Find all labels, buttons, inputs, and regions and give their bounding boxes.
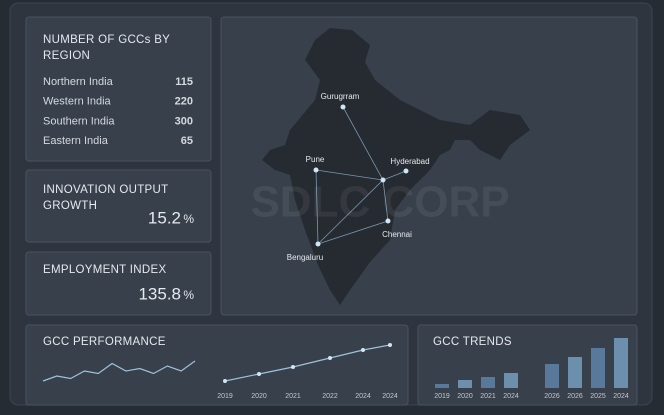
- x-label: 2019: [217, 393, 233, 400]
- trend-point: [257, 372, 261, 376]
- bar: [591, 348, 605, 388]
- card-title: EMPLOYMENT INDEX: [43, 264, 166, 276]
- region-value: 220: [175, 96, 193, 108]
- bar: [458, 380, 472, 388]
- performance-card: [25, 324, 409, 406]
- city-label: Bengaluru: [287, 253, 323, 262]
- x-label: 2021: [285, 393, 301, 400]
- region-value: 65: [181, 135, 193, 147]
- x-label: 2024: [613, 393, 629, 400]
- sparkline: [42, 360, 196, 382]
- card-title: REGION: [43, 50, 90, 62]
- trend-line: [224, 344, 391, 382]
- city-dots: [313, 104, 409, 247]
- trend-point: [361, 348, 365, 352]
- x-label: 2024: [382, 393, 398, 400]
- india-map: [262, 28, 530, 305]
- metric-value: 15.2: [148, 208, 181, 227]
- metric-value: 135.8: [138, 284, 181, 303]
- trends-card: [417, 324, 638, 406]
- region-name: Eastern India: [43, 135, 109, 147]
- trend-point: [291, 365, 295, 369]
- innovation-card: [25, 169, 212, 243]
- regions-card: [25, 16, 212, 162]
- bar: [568, 357, 582, 388]
- bar: [504, 373, 518, 388]
- region-name: Southern India: [43, 115, 115, 127]
- trend-point: [388, 343, 392, 347]
- x-label: 2026: [544, 393, 560, 400]
- x-label: 2020: [457, 393, 473, 400]
- x-label: 2024: [355, 393, 371, 400]
- card-title: GCC TRENDS: [433, 336, 512, 348]
- city-label: Gurugrram: [321, 92, 360, 101]
- metric-unit: %: [183, 212, 194, 226]
- bar: [614, 338, 628, 388]
- region-name: Western India: [43, 96, 112, 108]
- x-label: 2022: [322, 393, 338, 400]
- routes: [315, 106, 407, 245]
- card-title: INNOVATION OUTPUT: [43, 184, 168, 196]
- x-label: 2025: [590, 393, 606, 400]
- city-label: Chennai: [382, 230, 412, 239]
- city-label: Pune: [306, 155, 325, 164]
- region-name: Northern India: [43, 76, 114, 88]
- x-label: 2020: [251, 393, 267, 400]
- x-label: 2019: [434, 393, 450, 400]
- card-title: GCC PERFORMANCE: [43, 336, 166, 348]
- bar: [435, 384, 449, 388]
- card-title: NUMBER OF GCCs BY: [43, 34, 170, 46]
- watermark: SDLC CORP: [250, 178, 509, 227]
- trend-point: [328, 356, 332, 360]
- trend-point: [223, 379, 227, 383]
- bar: [481, 377, 495, 388]
- x-label: 2024: [503, 393, 519, 400]
- bar: [545, 364, 559, 388]
- metric-unit: %: [183, 288, 194, 302]
- region-value: 300: [175, 115, 193, 127]
- card-title: GROWTH: [43, 200, 97, 212]
- city-label: Hyderabad: [390, 157, 429, 166]
- employment-card: [25, 251, 212, 316]
- x-label: 2026: [567, 393, 583, 400]
- region-value: 115: [175, 76, 193, 88]
- x-label: 2021: [480, 393, 496, 400]
